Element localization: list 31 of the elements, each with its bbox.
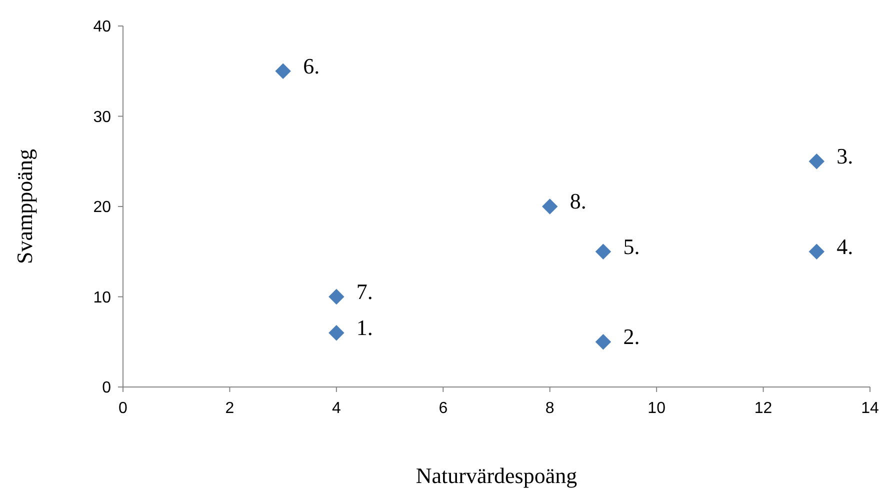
annotation: 4. [836, 234, 854, 259]
x-tick-label: 14 [861, 400, 879, 417]
x-tick-label: 0 [118, 400, 128, 417]
y-tick-label: 40 [93, 18, 112, 36]
x-axis-title: Naturvärdespoäng [416, 463, 578, 488]
x-tick-label: 12 [754, 400, 772, 417]
annotation: 2. [623, 324, 640, 350]
x-tick-label: 4 [332, 400, 341, 417]
annotation: 5. [623, 234, 640, 259]
point [275, 63, 291, 79]
point [328, 288, 344, 305]
y-tick-label: 30 [93, 108, 112, 126]
x-tick-label: 8 [545, 400, 554, 417]
annotation: 1. [356, 315, 373, 340]
x-tick-label: 2 [225, 400, 234, 417]
point [328, 324, 344, 341]
point [595, 334, 612, 350]
y-tick-label: 20 [93, 199, 112, 216]
annotation: 8. [570, 188, 586, 214]
x-tick-label: 10 [648, 400, 666, 417]
annotation: 3. [836, 144, 854, 169]
y-axis-title: Svamppoäng [12, 149, 37, 264]
annotation: 7. [356, 278, 373, 304]
annotation: 6. [303, 53, 320, 78]
y-tick-label: 10 [93, 289, 112, 306]
point [808, 244, 825, 260]
y-tick-label: 0 [102, 380, 112, 397]
point [808, 154, 825, 170]
point [542, 198, 558, 214]
point [595, 244, 612, 260]
x-tick-label: 6 [438, 400, 448, 417]
